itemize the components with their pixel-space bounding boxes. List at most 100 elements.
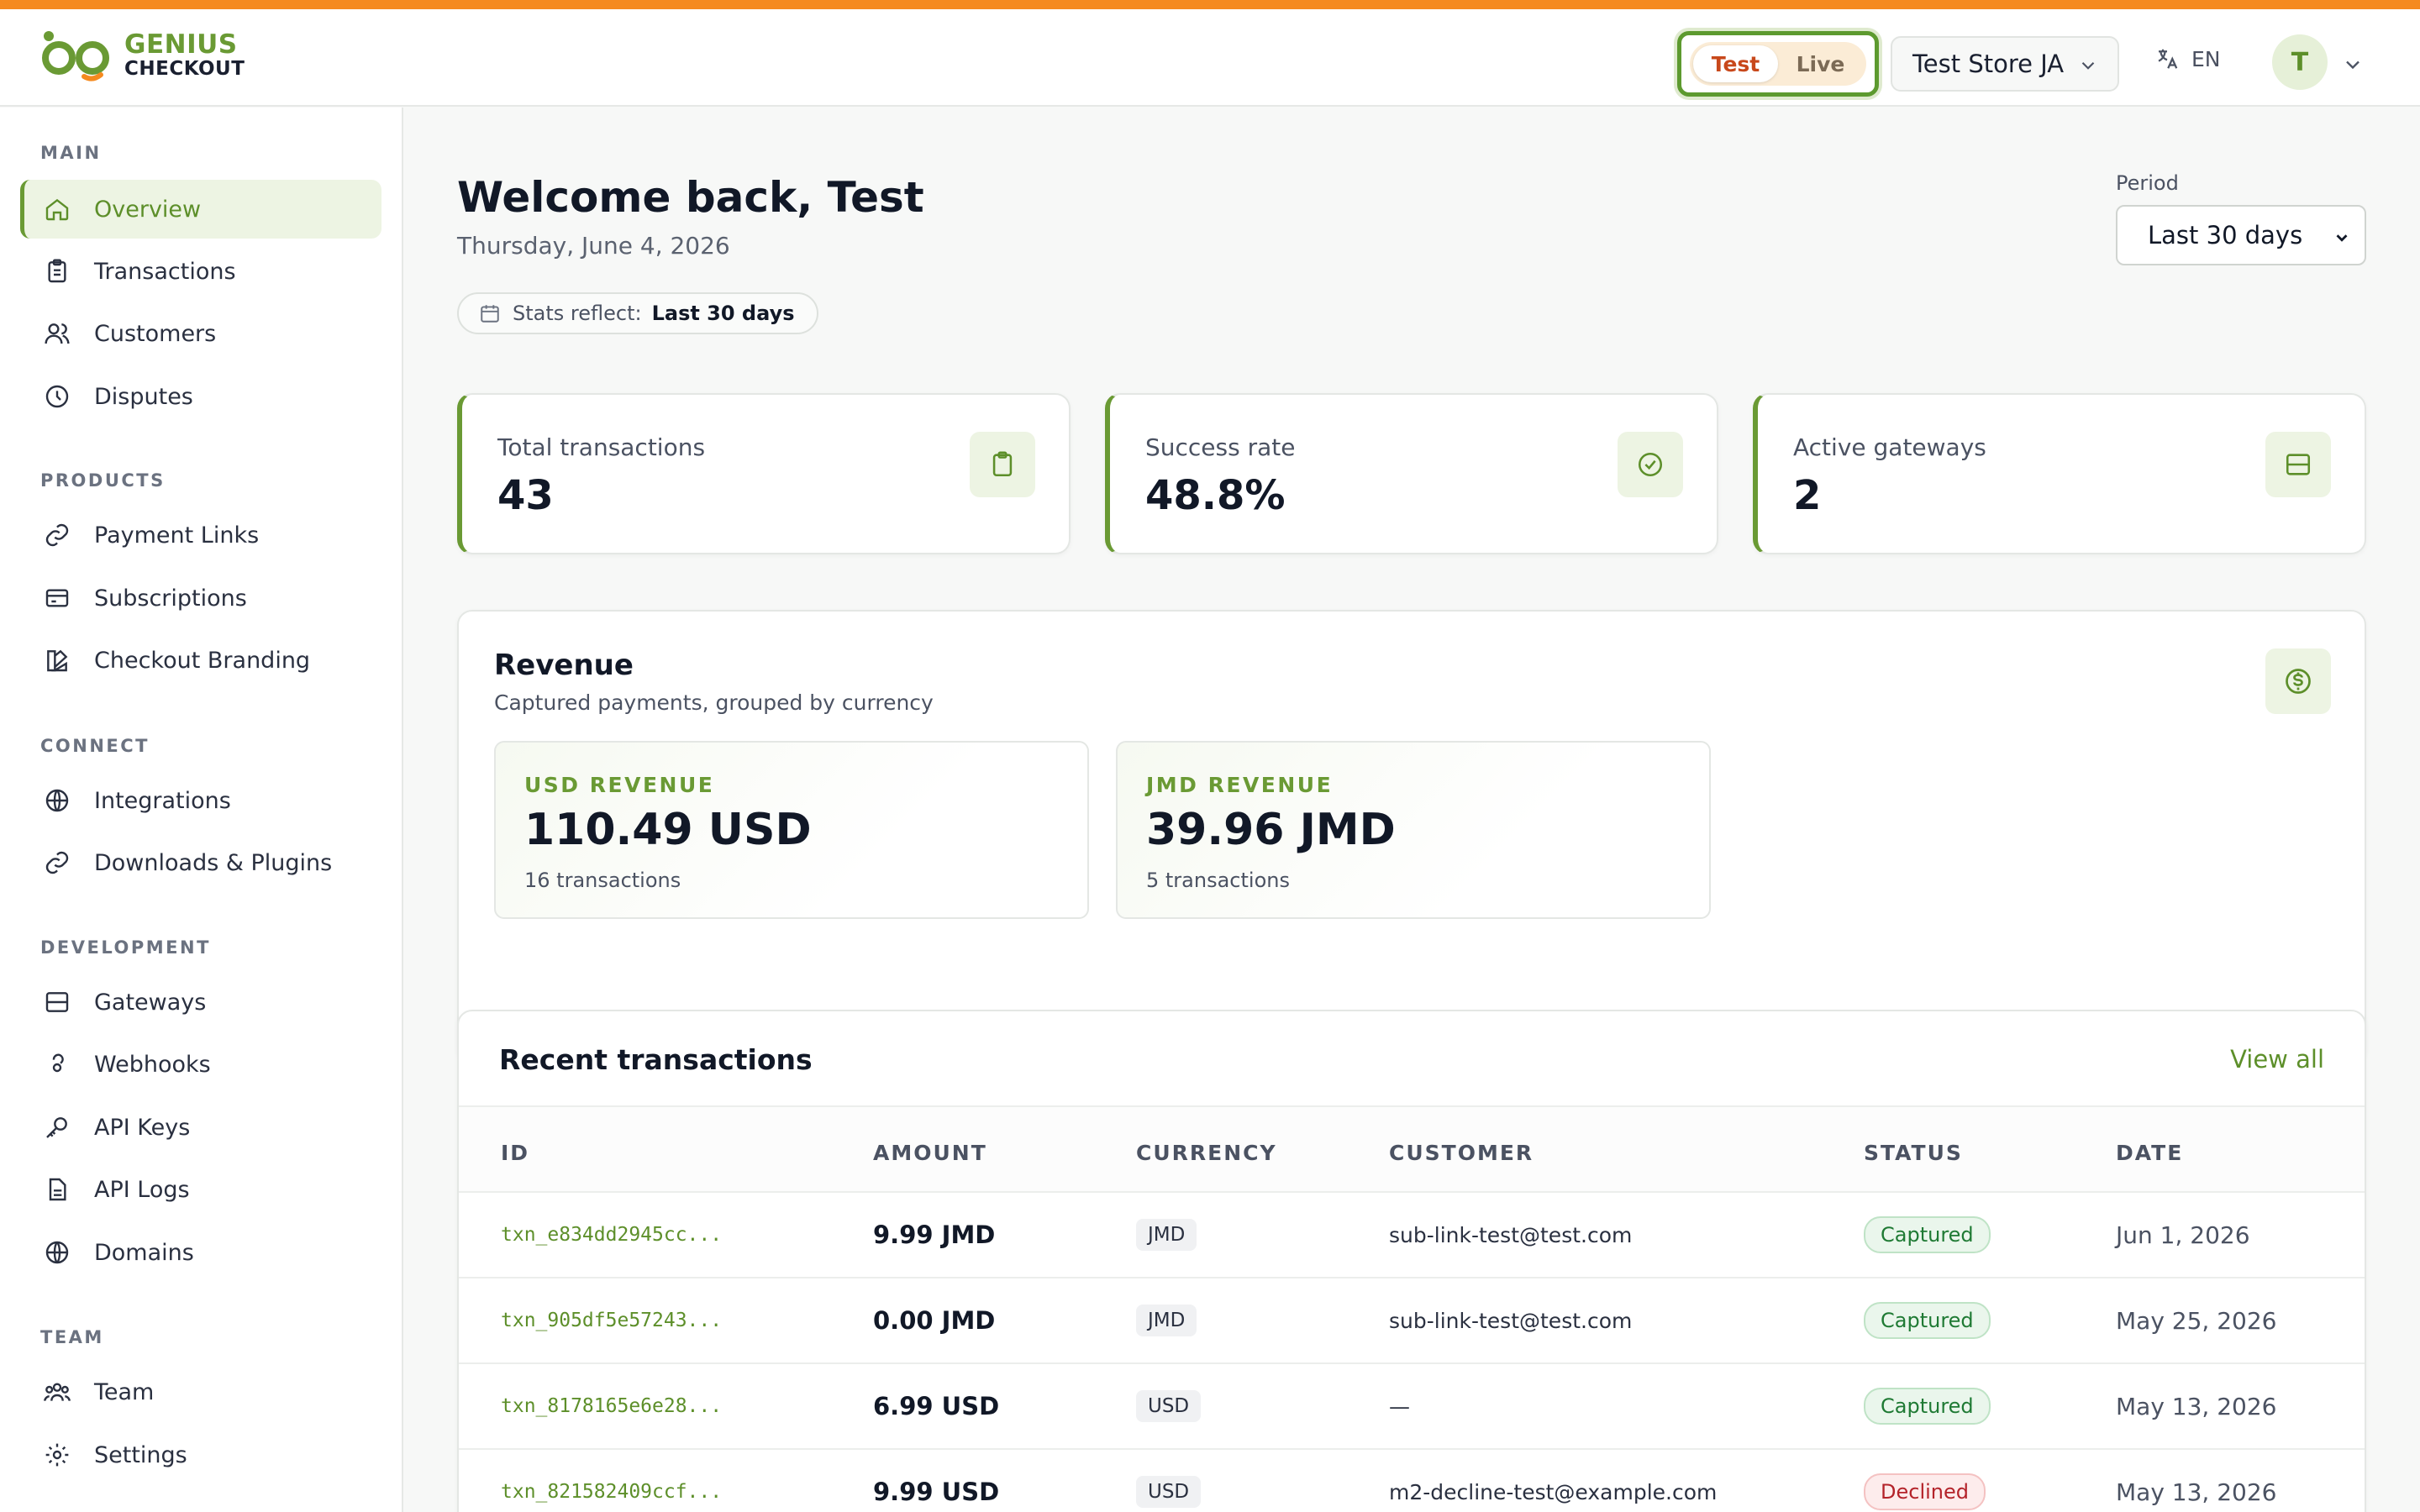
sidebar-item-label: Subscriptions xyxy=(94,585,247,612)
globe-icon xyxy=(45,1241,69,1264)
environment-stripe xyxy=(0,0,2420,9)
stats-reflect-value: Last 30 days xyxy=(651,302,795,325)
sidebar-item-settings[interactable]: Settings xyxy=(20,1425,381,1484)
sidebar-item-payment-links[interactable]: Payment Links xyxy=(20,506,381,564)
stat-label: Success rate xyxy=(1145,433,1296,461)
sidebar-item-label: Checkout Branding xyxy=(94,647,311,674)
sidebar-item-checkout-branding[interactable]: Checkout Branding xyxy=(20,631,381,690)
mode-toggle[interactable]: Test Live xyxy=(1677,31,1879,97)
period-value: Last 30 days xyxy=(2148,221,2303,249)
language-code: EN xyxy=(2191,46,2221,71)
sidebar-item-team[interactable]: Team xyxy=(20,1362,381,1421)
nav-section-team: TEAM xyxy=(40,1327,104,1347)
clipboard-icon xyxy=(48,259,66,283)
transaction-id[interactable]: txn_e834dd2945cc... xyxy=(501,1224,723,1246)
check-circle-icon xyxy=(1618,432,1683,497)
column-header-id[interactable]: ID xyxy=(501,1141,530,1165)
recent-transactions-card: Recent transactions View all ID AMOUNT C… xyxy=(457,1010,2366,1512)
link-icon xyxy=(45,851,69,874)
translate-icon xyxy=(2158,49,2178,69)
status-badge: Captured xyxy=(1864,1302,1991,1339)
team-icon xyxy=(44,1383,71,1401)
sidebar-item-integrations[interactable]: Integrations xyxy=(20,771,381,830)
stat-card-success-rate: Success rate 48.8% xyxy=(1105,393,1718,554)
currency-chip: JMD xyxy=(1136,1219,1197,1251)
language-selector[interactable]: EN xyxy=(2154,46,2221,71)
transaction-customer: m2-decline-test@example.com xyxy=(1389,1479,1718,1504)
sidebar-item-subscriptions[interactable]: Subscriptions xyxy=(20,569,381,627)
table-header: ID AMOUNT CURRENCY CUSTOMER STATUS DATE xyxy=(459,1105,2365,1193)
sidebar-item-webhooks[interactable]: Webhooks xyxy=(20,1035,381,1094)
recent-transactions-title: Recent transactions xyxy=(499,1043,813,1076)
sidebar: MAIN Overview Transactions Customers Dis… xyxy=(0,108,403,1512)
column-header-status[interactable]: STATUS xyxy=(1864,1141,1963,1165)
globe-icon xyxy=(45,789,69,812)
logo-text: GENIUS CHECKOUT xyxy=(124,32,245,79)
mode-live-option[interactable]: Live xyxy=(1796,51,1845,76)
table-row[interactable]: txn_821582409ccf... 9.99 USD USD m2-decl… xyxy=(459,1450,2365,1512)
transaction-id[interactable]: txn_8178165e6e28... xyxy=(501,1395,723,1417)
sidebar-item-customers[interactable]: Customers xyxy=(20,304,381,363)
column-header-customer[interactable]: CUSTOMER xyxy=(1389,1141,1534,1165)
transaction-customer: — xyxy=(1389,1394,1410,1419)
card-icon xyxy=(45,589,69,607)
mode-toggle-track: Test Live xyxy=(1690,42,1866,86)
sidebar-item-label: Downloads & Plugins xyxy=(94,849,333,876)
stat-card-active-gateways: Active gateways 2 xyxy=(1753,393,2366,554)
revenue-jmd-box: JMD REVENUE 39.96 JMD 5 transactions xyxy=(1116,741,1711,919)
stat-value: 43 xyxy=(497,472,554,519)
user-avatar[interactable]: T xyxy=(2272,34,2328,90)
stat-value: 48.8% xyxy=(1145,472,1286,519)
home-icon xyxy=(45,198,69,221)
file-icon xyxy=(49,1178,66,1201)
view-all-link[interactable]: View all xyxy=(2230,1045,2324,1074)
dollar-icon xyxy=(2265,648,2331,714)
nav-section-main: MAIN xyxy=(40,143,102,163)
sidebar-item-gateways[interactable]: Gateways xyxy=(20,973,381,1032)
page-title: Welcome back, Test xyxy=(457,173,924,222)
sidebar-item-transactions[interactable]: Transactions xyxy=(20,242,381,301)
table-row[interactable]: txn_e834dd2945cc... 9.99 JMD JMD sub-lin… xyxy=(459,1193,2365,1278)
transaction-id[interactable]: txn_905df5e57243... xyxy=(501,1310,723,1331)
table-row[interactable]: txn_905df5e57243... 0.00 JMD JMD sub-lin… xyxy=(459,1278,2365,1364)
transaction-amount: 0.00 JMD xyxy=(873,1306,996,1335)
nav-section-development: DEVELOPMENT xyxy=(40,937,211,958)
sidebar-item-label: Settings xyxy=(94,1441,187,1468)
revenue-card: Revenue Captured payments, grouped by cu… xyxy=(457,610,2366,1063)
main-content: Welcome back, Test Thursday, June 4, 202… xyxy=(405,108,2420,1512)
currency-chip: USD xyxy=(1136,1476,1202,1508)
sidebar-item-disputes[interactable]: Disputes xyxy=(20,367,381,426)
transaction-currency: USD xyxy=(1136,1450,1202,1512)
column-header-currency[interactable]: CURRENCY xyxy=(1136,1141,1277,1165)
sidebar-item-api-keys[interactable]: API Keys xyxy=(20,1098,381,1157)
user-menu-chevron-icon[interactable] xyxy=(2341,53,2365,76)
server-icon xyxy=(45,992,69,1012)
transaction-customer: sub-link-test@test.com xyxy=(1389,1222,1633,1247)
chevron-down-icon xyxy=(2336,234,2348,242)
sidebar-item-label: Webhooks xyxy=(94,1051,211,1078)
mode-test-option[interactable]: Test xyxy=(1693,45,1778,82)
current-date: Thursday, June 4, 2026 xyxy=(457,232,730,260)
column-header-date[interactable]: DATE xyxy=(2116,1141,2184,1165)
table-row[interactable]: txn_8178165e6e28... 6.99 USD USD — Captu… xyxy=(459,1364,2365,1450)
sidebar-item-label: Domains xyxy=(94,1239,194,1266)
key-icon xyxy=(46,1117,67,1138)
sidebar-item-downloads-plugins[interactable]: Downloads & Plugins xyxy=(20,833,381,892)
sidebar-item-api-logs[interactable]: API Logs xyxy=(20,1160,381,1219)
store-selector[interactable]: Test Store JA xyxy=(1891,36,2119,92)
sidebar-item-domains[interactable]: Domains xyxy=(20,1223,381,1282)
period-select[interactable]: Last 30 days xyxy=(2116,205,2366,265)
transaction-id[interactable]: txn_821582409ccf... xyxy=(501,1481,723,1503)
currency-chip: JMD xyxy=(1136,1305,1197,1336)
calendar-icon xyxy=(481,305,499,323)
sidebar-item-label: Payment Links xyxy=(94,522,260,549)
column-header-amount[interactable]: AMOUNT xyxy=(873,1141,987,1165)
transaction-currency: USD xyxy=(1136,1364,1202,1448)
sidebar-item-label: Transactions xyxy=(94,258,236,285)
link-icon xyxy=(45,523,69,547)
sidebar-item-label: Disputes xyxy=(94,383,193,410)
logo-line-2: CHECKOUT xyxy=(124,58,245,80)
transaction-currency: JMD xyxy=(1136,1193,1197,1277)
brand-logo[interactable]: GENIUS CHECKOUT xyxy=(40,26,245,85)
sidebar-item-overview[interactable]: Overview xyxy=(20,180,381,239)
